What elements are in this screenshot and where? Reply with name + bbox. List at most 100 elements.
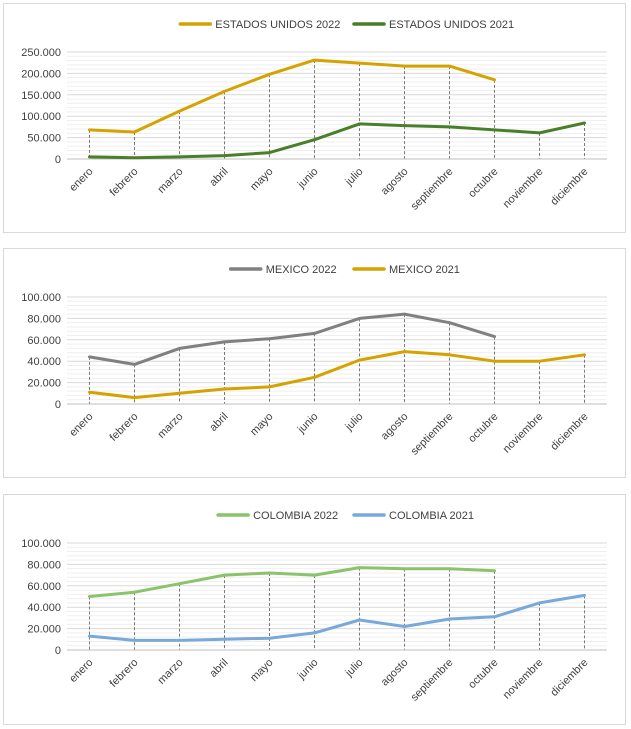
x-tick-label-febrero: febrero [107, 411, 140, 444]
data-point-mexico-2021-agosto [403, 350, 406, 353]
data-point-mexico-2021-septiembre [448, 353, 451, 356]
x-tick-label-octubre: octubre [466, 411, 500, 445]
x-tick-label-diciembre: diciembre [548, 411, 590, 453]
legend-label-colombia-2021: COLOMBIA 2021 [389, 510, 474, 522]
data-point-mexico-2021-junio [313, 376, 316, 379]
data-point-colombia-2022-julio [358, 566, 361, 569]
x-tick-label-octubre: octubre [466, 166, 500, 200]
y-tick-label: 0 [55, 645, 61, 657]
data-point-colombia-2022-enero [88, 595, 91, 598]
x-tick-label-julio: julio [343, 411, 366, 434]
x-tick-label-junio: junio [295, 657, 321, 683]
chart-colombia: COLOMBIA 2022 COLOMBIA 2021 0 20.000 40.000 6… [21, 510, 607, 704]
x-tick-label-noviembre: noviembre [501, 411, 546, 456]
chart-estados-unidos: ESTADOS UNIDOS 2022 ESTADOS UNIDOS 2021 0 5… [21, 19, 607, 213]
data-point-estados-unidos-2021-marzo [178, 155, 181, 159]
y-tick-label: 50.000 [27, 133, 61, 145]
data-point-mexico-2021-mayo [268, 385, 271, 389]
data-point-mexico-2022-enero [88, 355, 91, 359]
gridlines [67, 296, 607, 401]
data-point-mexico-2021-enero [88, 391, 91, 394]
series-line-estados-unidos-2022 [88, 58, 496, 134]
y-tick-label: 0 [55, 399, 61, 411]
data-point-colombia-2022-agosto [403, 567, 406, 570]
x-tick-label-mayo: mayo [248, 166, 276, 194]
y-tick-label: 100.000 [21, 292, 61, 304]
x-tick-label-marzo: marzo [156, 166, 186, 196]
x-axis: enero febrero marzo abril mayo junio julio agos… [67, 411, 590, 458]
gridlines [67, 542, 607, 647]
series-line-colombia-2021 [88, 593, 586, 642]
y-tick-label: 40.000 [27, 602, 61, 614]
x-tick-label-agosto: agosto [379, 411, 411, 443]
legend-label-mexico-2022: MEXICO 2022 [266, 264, 337, 276]
data-point-mexico-2021-diciembre [583, 353, 586, 356]
data-point-mexico-2021-marzo [178, 392, 181, 395]
data-point-estados-unidos-2022-abril [223, 90, 226, 93]
data-point-colombia-2021-enero [88, 634, 91, 638]
legend: ESTADOS UNIDOS 2022 ESTADOS UNIDOS 2021 [178, 19, 514, 31]
drop-lines [89, 60, 585, 159]
data-point-estados-unidos-2022-marzo [178, 109, 181, 113]
data-point-mexico-2022-febrero [133, 363, 136, 366]
x-tick-label-mayo: mayo [248, 657, 276, 685]
x-tick-label-enero: enero [67, 411, 95, 439]
x-tick-label-junio: junio [295, 166, 321, 192]
series-line-mexico-2021 [88, 350, 586, 400]
x-tick-label-abril: abril [207, 411, 230, 434]
x-tick-label-febrero: febrero [107, 657, 140, 690]
data-point-estados-unidos-2021-agosto [403, 124, 406, 127]
y-tick-label: 20.000 [27, 624, 61, 636]
x-tick-label-septiembre: septiembre [409, 411, 456, 458]
x-tick-label-octubre: octubre [466, 657, 500, 691]
data-point-mexico-2021-julio [358, 358, 361, 362]
data-point-mexico-2022-mayo [268, 337, 271, 340]
data-point-estados-unidos-2021-septiembre [448, 125, 451, 129]
data-point-estados-unidos-2022-julio [358, 61, 361, 65]
x-tick-label-junio: junio [295, 411, 321, 437]
data-point-estados-unidos-2022-enero [88, 128, 91, 132]
series-line-colombia-2022 [88, 566, 496, 598]
data-point-estados-unidos-2021-abril [223, 154, 226, 157]
y-axis: 0 20.000 40.000 60.000 80.000 100.000 [21, 538, 61, 657]
data-point-estados-unidos-2021-mayo [268, 151, 271, 154]
data-point-colombia-2022-septiembre [448, 567, 451, 570]
x-tick-label-agosto: agosto [379, 166, 411, 198]
x-axis: enero febrero marzo abril mayo junio julio agos… [67, 657, 590, 704]
data-point-colombia-2021-mayo [268, 637, 271, 640]
data-point-colombia-2021-junio [313, 631, 316, 635]
data-point-colombia-2022-junio [313, 573, 316, 577]
x-tick-label-abril: abril [207, 657, 230, 680]
chart-panel-mexico: MEXICO 2022 MEXICO 2021 0 20.000 40.000 60.00… [3, 248, 626, 478]
data-point-colombia-2021-abril [223, 638, 226, 641]
drop-lines [89, 567, 585, 650]
data-point-estados-unidos-2021-enero [88, 155, 91, 159]
x-axis: enero febrero marzo abril mayo junio julio agos… [67, 166, 590, 213]
data-point-mexico-2021-octubre [493, 360, 496, 363]
data-point-mexico-2022-abril [223, 340, 226, 344]
data-point-estados-unidos-2022-agosto [403, 64, 406, 68]
legend: MEXICO 2022 MEXICO 2021 [228, 264, 460, 276]
data-point-colombia-2022-febrero [133, 591, 136, 594]
y-tick-label: 80.000 [27, 313, 61, 325]
data-point-estados-unidos-2022-mayo [268, 73, 271, 76]
x-tick-label-diciembre: diciembre [548, 657, 590, 699]
data-point-estados-unidos-2021-diciembre [583, 121, 586, 125]
data-point-mexico-2021-abril [223, 387, 226, 391]
data-point-colombia-2021-octubre [493, 615, 496, 619]
data-point-colombia-2021-febrero [133, 639, 136, 642]
y-tick-label: 250.000 [21, 47, 61, 59]
data-point-mexico-2021-febrero [133, 396, 136, 399]
data-point-colombia-2021-septiembre [448, 617, 451, 621]
x-tick-label-agosto: agosto [379, 657, 411, 689]
legend: COLOMBIA 2022 COLOMBIA 2021 [216, 510, 474, 522]
data-point-estados-unidos-2022-septiembre [448, 64, 451, 68]
data-point-estados-unidos-2022-febrero [133, 130, 136, 134]
series-line-mexico-2022 [88, 312, 496, 366]
drop-lines [89, 314, 585, 404]
x-tick-label-febrero: febrero [107, 166, 140, 199]
gridlines [67, 51, 607, 156]
data-point-mexico-2021-noviembre [538, 360, 541, 363]
data-point-colombia-2021-diciembre [583, 594, 586, 597]
x-tick-label-abril: abril [207, 166, 230, 189]
